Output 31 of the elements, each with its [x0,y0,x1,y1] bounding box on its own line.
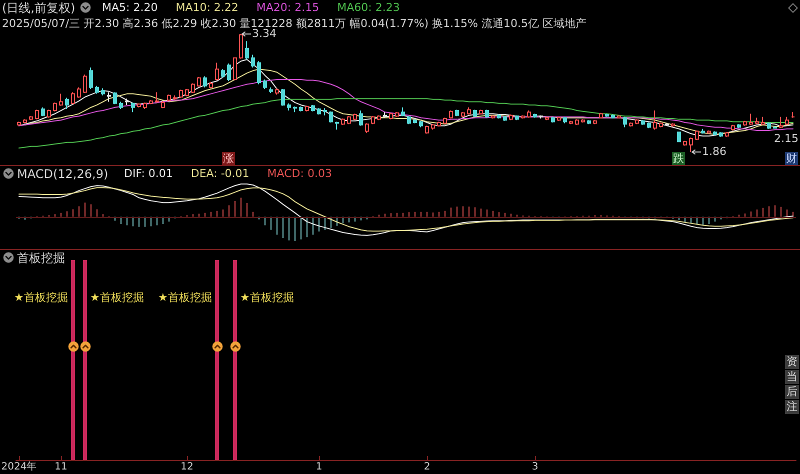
x-tick-label: 2024年 [1,460,37,472]
x-tick-label: 3 [532,462,538,472]
annotation: 当 [785,370,799,384]
text: MA60: 2.23 [337,1,400,14]
annotation: ★首板挖掘 [14,291,68,304]
text: 跌 [672,152,685,165]
annotation: 2.15 [774,132,798,145]
series-label: DIF: 0.01 [124,167,173,180]
text: MA10: 2.22 [176,1,238,14]
x-tick-label: 11 [54,462,68,472]
chart-subtitle: 2025/05/07/三 开2.30 高2.36 低2.29 收2.30 量121228 额2811万 幅0.04(1.77%) 换1.15% 流通10.5亿 区域地产 [2,17,586,30]
text: MA20: 2.15 [256,1,320,14]
annotation: ★首板挖掘 [90,291,144,304]
annotation: 3.34 [252,27,276,40]
annotation: 注 [785,400,799,414]
x-tick-label: 12 [180,462,194,472]
chart-title: (日线,前复权) [2,1,76,15]
annotation: ★首板挖掘 [158,291,212,304]
annotation: 1.86 [702,145,726,158]
annotation: 后 [785,385,799,399]
x-tick-label: 2 [424,462,430,472]
text: MA5: 2.20 [102,1,158,14]
annotation: 资 [785,355,799,369]
x-tick-label: 1 [316,462,322,472]
series-label: DEA: -0.01 [190,167,250,180]
text: MACD: 0.03 [267,167,332,180]
chart-title: 首板挖掘 [17,251,65,265]
text: 涨 [222,152,235,165]
text: 财 [785,152,798,165]
chart-title: MACD(12,26,9) [17,167,108,181]
annotation: ★首板挖掘 [240,291,294,304]
